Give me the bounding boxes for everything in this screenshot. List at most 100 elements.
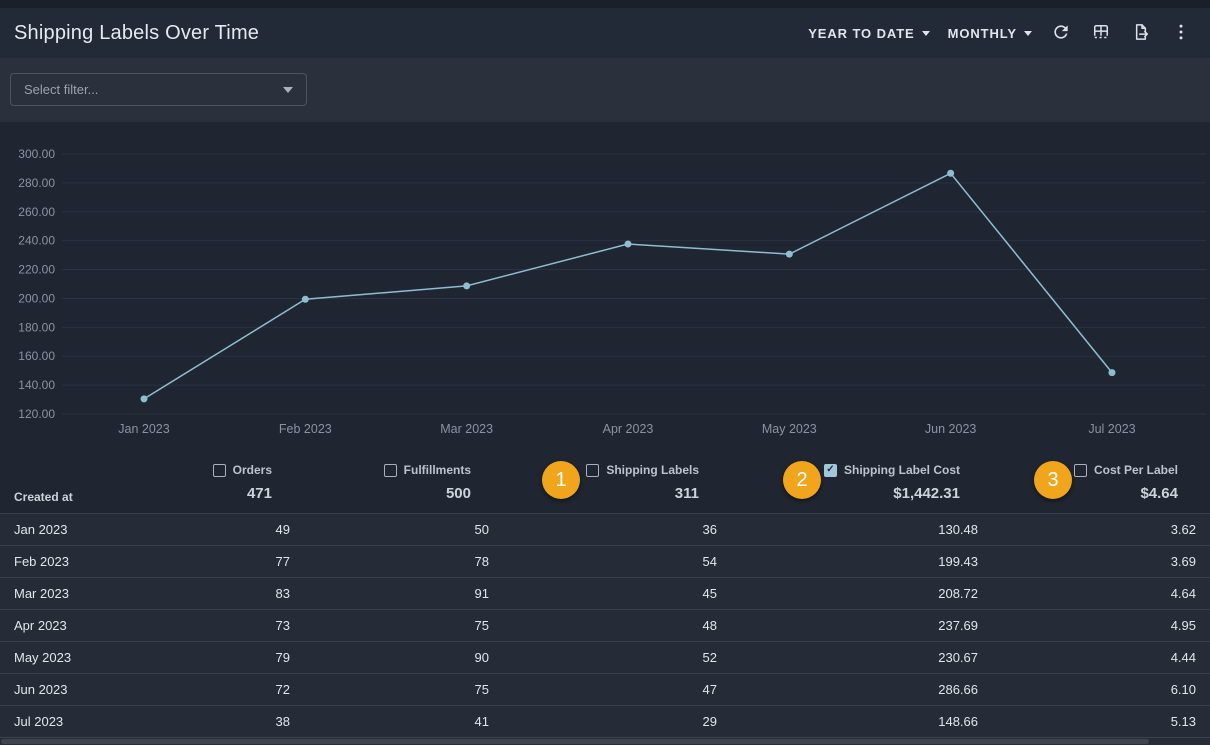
line-chart: 300.00 280.00 260.00 240.00 220.00 200.00 180.… [18,147,1206,436]
y-axis-label: 160.00 [18,349,55,363]
row-label: Jun 2023 [14,682,68,697]
column-checkbox[interactable]: ✓ [824,463,837,477]
table-row: Feb 2023 77 78 54 199.43 3.69 [0,545,1210,577]
y-axis-label: 220.00 [18,263,55,277]
chart-point [301,295,309,303]
cell: 45 [702,586,717,601]
title-bar-actions: YEAR TO DATE MONTHLY [804,18,1196,48]
x-axis-label: Jan 2023 [118,422,169,436]
column-header: Cost Per Label $4.64 [1073,462,1178,502]
column-total: $4.64 [1140,485,1178,502]
date-range-dropdown[interactable]: YEAR TO DATE [804,20,933,47]
step-badge: 3 [1034,461,1072,499]
cell: 4.44 [1170,650,1196,665]
cell: 29 [702,714,717,729]
chart-point [624,240,632,248]
table-row: Jul 2023 38 41 29 148.66 5.13 [0,705,1210,737]
column-checkbox[interactable] [383,463,397,477]
row-label: Jan 2023 [14,522,68,537]
export-button[interactable] [1126,18,1156,48]
row-label: Mar 2023 [14,586,69,601]
granularity-dropdown[interactable]: MONTHLY [944,20,1036,47]
column-checkbox[interactable] [212,463,226,477]
y-axis-label: 300.00 [18,147,55,161]
row-label: Feb 2023 [14,554,69,569]
x-axis-label: Jul 2023 [1088,422,1135,436]
cell: 41 [474,714,489,729]
more-vertical-icon [1171,22,1191,45]
title-bar: Shipping Labels Over Time YEAR TO DATE M… [0,8,1210,58]
row-label: Jul 2023 [14,714,64,729]
cell: 36 [702,522,717,537]
table-view-button[interactable] [1086,18,1116,48]
page-title: Shipping Labels Over Time [14,21,260,44]
refresh-icon [1051,22,1071,45]
chevron-down-icon [921,30,930,36]
chart-line [143,172,1113,400]
window-top-strip [0,0,1210,8]
cell: 83 [275,586,290,601]
refresh-button[interactable] [1046,18,1076,48]
horizontal-scrollbar [0,738,1210,745]
column-label: Shipping Labels [606,463,699,477]
step-badge: 2 [783,461,821,499]
column-header-line: ✓ Shipping Label Cost [824,462,960,478]
chevron-down-icon [283,86,293,93]
filter-placeholder: Select filter... [24,82,99,97]
date-range-label: YEAR TO DATE [808,25,915,41]
cell: 5.13 [1170,714,1196,729]
y-axis-label: 260.00 [18,205,55,219]
chart-point [947,169,955,177]
column-total: $1,442.31 [893,485,960,502]
row-header-label: Created at [14,490,73,504]
column-label: Shipping Label Cost [844,463,960,477]
column-label: Fulfillments [403,463,471,477]
cell: 49 [275,522,290,537]
step-badge: 1 [542,461,580,499]
x-axis-label: Apr 2023 [603,422,654,436]
table-row: Mar 2023 83 91 45 208.72 4.64 [0,577,1210,609]
cell: 79 [275,650,290,665]
table-row: May 2023 79 90 52 230.67 4.44 [0,641,1210,673]
filter-select[interactable]: Select filter... [10,73,307,106]
column-total: 311 [674,485,699,502]
column-header: Shipping Labels 311 [586,462,699,502]
cell: 3.69 [1170,554,1196,569]
chart-point [785,250,793,258]
cell: 50 [474,522,489,537]
cell: 6.10 [1170,682,1196,697]
export-file-icon [1131,22,1151,45]
column-checkbox[interactable] [1073,463,1087,477]
scrollbar-thumb[interactable] [1,739,1149,744]
chart-point [463,282,471,290]
table-header: Created at Orders 471 Fulfillments 500 1 Ship… [0,455,1210,513]
column-header-line: Shipping Labels [586,462,699,478]
column-header: ✓ Shipping Label Cost $1,442.31 [824,462,960,502]
chart-point [140,395,148,403]
column-header-line: Fulfillments [383,462,471,478]
cell: 208.72 [938,586,978,601]
cell: 47 [702,682,717,697]
cell: 91 [474,586,489,601]
more-menu-button[interactable] [1166,18,1196,48]
table-row: Apr 2023 73 75 48 237.69 4.95 [0,609,1210,641]
cell: 230.67 [938,650,978,665]
column-header-line: Cost Per Label [1073,462,1178,478]
cell: 54 [702,554,717,569]
cell: 75 [474,682,489,697]
column-header: Orders 471 [212,462,272,502]
cell: 130.48 [938,522,978,537]
row-label: May 2023 [14,650,72,665]
cell: 72 [275,682,290,697]
y-axis-label: 120.00 [18,407,55,421]
x-axis-label: May 2023 [762,422,817,436]
column-label: Cost Per Label [1093,463,1178,477]
report-content: 300.00 280.00 260.00 240.00 220.00 200.00 180.… [0,122,1210,745]
cell: 77 [275,554,290,569]
column-checkbox[interactable] [586,463,600,477]
cell: 78 [474,554,489,569]
y-axis-label: 180.00 [18,320,55,334]
column-label: Orders [232,463,272,477]
cell: 199.43 [938,554,978,569]
table-row: Jun 2023 72 75 47 286.66 6.10 [0,673,1210,705]
